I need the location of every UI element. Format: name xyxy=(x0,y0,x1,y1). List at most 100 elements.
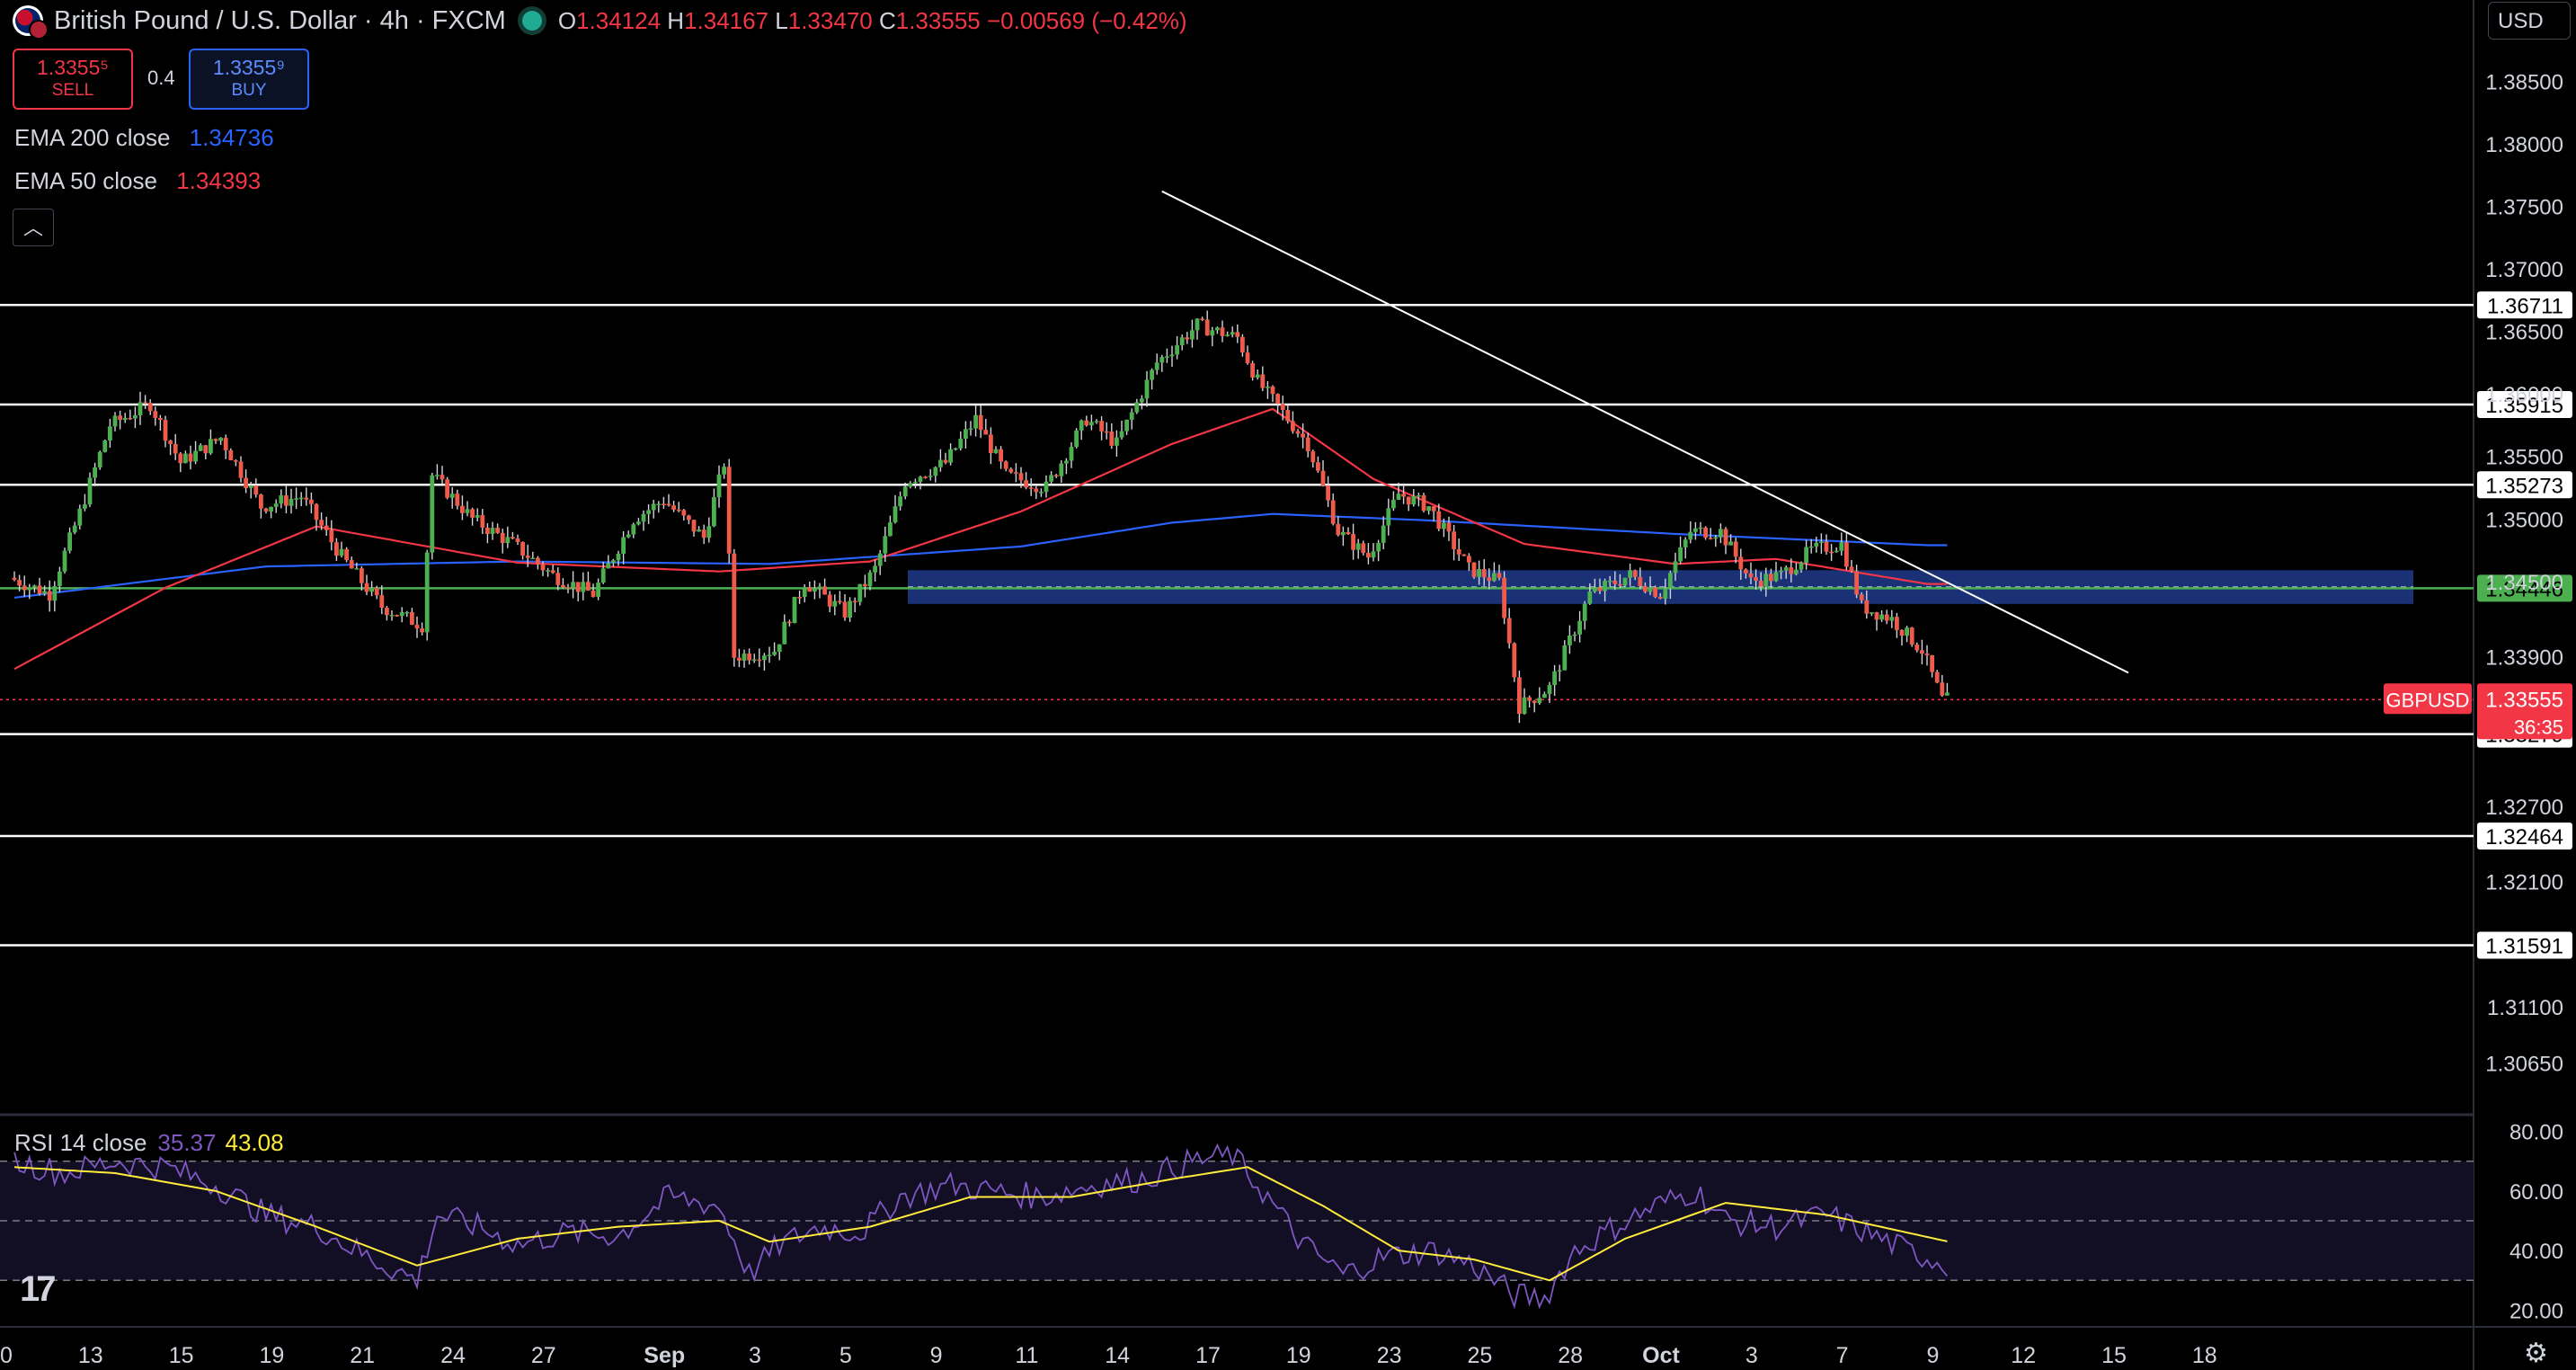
ohlc-values: O1.34124 H1.34167 L1.33470 C1.33555 −0.0… xyxy=(557,6,1187,34)
candle-body xyxy=(757,659,762,662)
candle-body xyxy=(475,515,480,518)
time-tick-label: 11 xyxy=(1015,1343,1038,1368)
candle-body xyxy=(877,553,883,566)
candle-body xyxy=(676,509,681,512)
candle-body xyxy=(1165,356,1169,358)
rsi-legend[interactable]: RSI 14 close 35.37 43.08 xyxy=(14,1129,284,1157)
candle-body xyxy=(1270,387,1275,395)
candle-body xyxy=(1889,617,1895,621)
time-axis[interactable]: 10 13 15 19 21 24 27 Sep 3 5 9 11 14 17 19 23 25 28 Oct 3 7 9… xyxy=(0,1343,2217,1368)
candle-body xyxy=(928,476,933,477)
time-tick-label: 19 xyxy=(1286,1343,1311,1368)
candle-body xyxy=(832,600,838,607)
candle-body xyxy=(1678,547,1683,562)
settings-gear-icon[interactable]: ⚙ xyxy=(2524,1339,2548,1368)
candle-body xyxy=(813,588,817,592)
descending-trendline xyxy=(1161,190,2129,674)
ema50-legend[interactable]: EMA 50 close 1.34393 xyxy=(14,167,261,195)
candle-body xyxy=(1481,569,1487,578)
candle-body xyxy=(284,495,289,506)
candle-body xyxy=(188,453,193,462)
candle-body xyxy=(1008,468,1014,473)
high-value: 1.34167 xyxy=(684,6,769,34)
candle-body xyxy=(807,587,813,592)
candle-body xyxy=(1572,634,1577,636)
tradingview-logo-icon[interactable]: 17 xyxy=(20,1269,56,1309)
candle-body xyxy=(565,587,571,589)
candle-body xyxy=(12,577,17,581)
ema50-label: EMA 50 close xyxy=(14,167,157,194)
candle-body xyxy=(1834,550,1839,553)
candle-body xyxy=(1310,451,1316,463)
price-level-label: 1.35915 xyxy=(2485,394,2563,418)
price-level-label-bg xyxy=(2477,823,2572,850)
candle-body xyxy=(1280,404,1285,411)
chevron-up-icon: ︿ xyxy=(22,217,43,239)
candle-body xyxy=(908,483,913,487)
time-tick-label: 18 xyxy=(2192,1343,2217,1368)
price-axis[interactable]: 1.367111.359151.352731.344461.332791.324… xyxy=(2384,70,2572,1323)
candle-body xyxy=(108,426,112,441)
candle-body xyxy=(58,571,62,586)
candle-body xyxy=(767,654,772,657)
candle-body xyxy=(1346,531,1351,535)
candle-body xyxy=(1839,542,1844,551)
candle-body xyxy=(1245,352,1250,363)
candle-body xyxy=(1497,573,1502,578)
candle-body xyxy=(234,460,238,462)
candle-body xyxy=(712,497,716,527)
candle-body xyxy=(218,438,223,441)
buy-button[interactable]: 1.3355⁹ BUY xyxy=(189,49,309,110)
candle-body xyxy=(1632,570,1638,577)
time-tick-label: 14 xyxy=(1105,1343,1130,1368)
ema200-legend[interactable]: EMA 200 close 1.34736 xyxy=(14,124,274,152)
candle-body xyxy=(1673,561,1678,574)
candle-body xyxy=(1603,581,1607,592)
price-level-label: 1.32464 xyxy=(2485,825,2563,850)
candle-body xyxy=(389,615,395,617)
candle-body xyxy=(751,659,757,662)
spread-value: 0.4 xyxy=(147,67,175,89)
candle-body xyxy=(445,479,449,498)
collapse-legend-button[interactable]: ︿ xyxy=(13,209,54,246)
symbol-title[interactable]: British Pound / U.S. Dollar · 4h · FXCM xyxy=(54,5,506,35)
candle-body xyxy=(344,548,349,561)
candle-body xyxy=(349,560,354,569)
candle-body xyxy=(118,415,122,421)
candle-body xyxy=(1195,318,1200,331)
candle-body xyxy=(1808,546,1814,548)
candle-body xyxy=(1758,580,1763,587)
symbol-header[interactable]: British Pound / U.S. Dollar · 4h · FXCM … xyxy=(13,4,1187,40)
candle-body xyxy=(561,584,565,588)
candle-body xyxy=(42,591,47,594)
candle-body xyxy=(600,568,606,583)
sell-button[interactable]: 1.3355⁵ SELL xyxy=(13,49,133,110)
candle-body xyxy=(636,521,641,525)
candle-body xyxy=(1819,541,1824,543)
candle-body xyxy=(1039,492,1044,494)
trend-line[interactable] xyxy=(1161,190,2129,674)
candle-body xyxy=(505,537,511,544)
candle-body xyxy=(1506,618,1512,644)
candle-body xyxy=(525,556,530,558)
price-tick-label: 1.38500 xyxy=(2485,70,2563,94)
price-tick-label: 1.37500 xyxy=(2485,196,2563,220)
candle-body xyxy=(737,657,742,661)
candle-body xyxy=(999,449,1003,462)
currency-selector[interactable]: USD xyxy=(2488,2,2571,40)
candle-body xyxy=(1683,539,1688,547)
candle-body xyxy=(1275,394,1280,405)
candle-body xyxy=(893,506,898,523)
candle-body xyxy=(213,439,218,441)
candle-body xyxy=(1552,671,1557,686)
price-level-label-bg xyxy=(2477,471,2572,499)
candle-body xyxy=(697,529,701,532)
horizontal-levels[interactable] xyxy=(0,304,2474,947)
candle-body xyxy=(1215,327,1220,331)
price-tick-label: 1.33900 xyxy=(2485,645,2563,670)
candle-body xyxy=(662,503,666,505)
price-level-label: 1.36711 xyxy=(2487,294,2563,318)
candle-body xyxy=(842,601,848,618)
candle-body xyxy=(1119,431,1124,438)
